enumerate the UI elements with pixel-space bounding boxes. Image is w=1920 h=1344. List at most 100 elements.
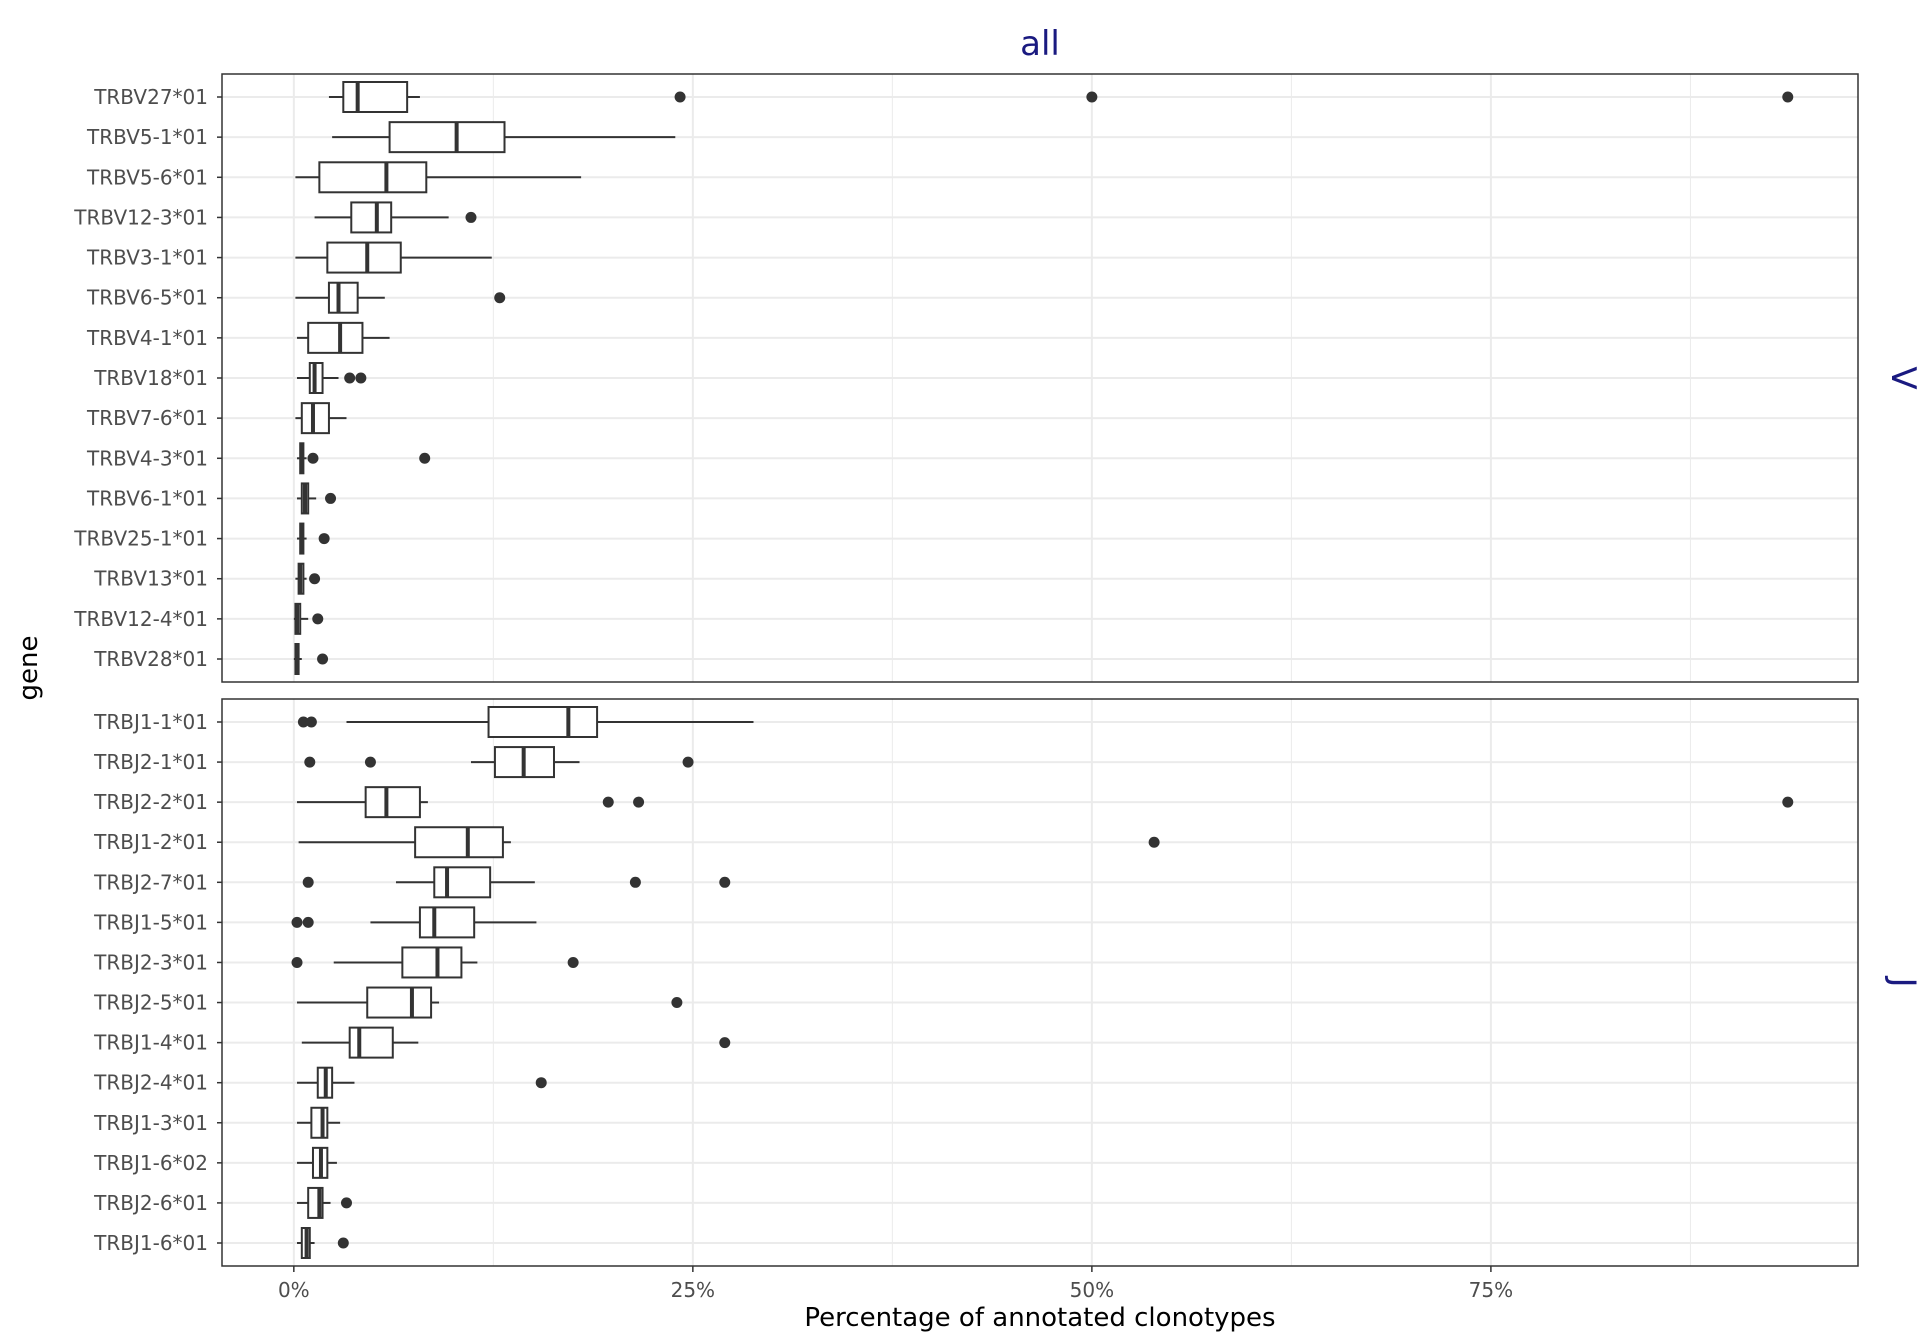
box-TRBV5-1*01	[332, 121, 676, 154]
panel-border	[221, 698, 1859, 1267]
iqr-box	[310, 1106, 329, 1139]
iqr-box	[433, 866, 492, 899]
outlier-point	[629, 876, 641, 888]
y-tick-label: TRBV28*01	[93, 647, 208, 671]
box-TRBV28*01	[293, 643, 329, 675]
outlier-point	[325, 492, 337, 504]
outlier-point	[419, 452, 431, 464]
y-tick-label: TRBJ2-1*01	[93, 750, 208, 774]
y-tick-label: TRBV6-5*01	[86, 286, 208, 310]
iqr-box	[326, 241, 402, 274]
y-tick-label: TRBV27*01	[93, 85, 208, 109]
chart-title: all	[1020, 24, 1060, 64]
outlier-point	[719, 1037, 731, 1049]
y-tick-label: TRBJ2-6*01	[93, 1191, 208, 1215]
box-TRBJ1-1*01	[297, 706, 754, 738]
y-tick-label: TRBV6-1*01	[86, 486, 208, 510]
x-tick-label: 25%	[671, 1278, 715, 1302]
box-TRBV7-6*01	[295, 402, 347, 435]
outlier-point	[602, 796, 614, 808]
panel-border	[221, 73, 1859, 683]
box-TRBJ2-2*01	[297, 786, 1794, 819]
iqr-box	[401, 946, 463, 979]
y-tick-label: TRBV4-3*01	[86, 446, 208, 470]
y-tick-label: TRBV7-6*01	[86, 406, 208, 430]
outlier-point	[633, 796, 645, 808]
iqr-box	[487, 706, 599, 738]
outlier-point	[355, 372, 367, 384]
box-TRBV5-6*01	[295, 161, 582, 194]
y-tick-label: TRBJ2-4*01	[93, 1071, 208, 1095]
outlier-point	[465, 211, 477, 223]
iqr-box	[327, 281, 359, 314]
y-tick-label: TRBJ2-5*01	[93, 991, 208, 1015]
facet-strip-label-V: V	[1883, 366, 1920, 389]
y-tick-label: TRBJ2-7*01	[93, 870, 208, 894]
outlier-point	[337, 1237, 349, 1249]
outlier-point	[291, 956, 303, 968]
iqr-box	[418, 906, 476, 939]
y-axis-title: gene	[14, 636, 44, 701]
box-TRBJ1-6*01	[297, 1227, 349, 1259]
box-TRBJ1-2*01	[298, 826, 1160, 859]
iqr-box	[366, 986, 433, 1019]
y-tick-label: TRBJ1-3*01	[93, 1111, 208, 1135]
outlier-point	[674, 91, 686, 103]
box-TRBV6-5*01	[295, 281, 506, 314]
box-TRBV3-1*01	[295, 241, 492, 274]
outlier-point	[309, 573, 321, 585]
y-tick-label: TRBJ2-2*01	[93, 790, 208, 814]
box-TRBJ2-6*01	[297, 1186, 352, 1219]
y-tick-label: TRBV5-6*01	[86, 165, 208, 189]
box-TRBJ1-6*02	[297, 1146, 337, 1179]
outlier-point	[305, 716, 317, 728]
outlier-point	[1782, 796, 1794, 808]
outlier-point	[340, 1197, 352, 1209]
iqr-box	[300, 402, 330, 435]
outlier-point	[291, 916, 303, 928]
outlier-point	[302, 876, 314, 888]
outlier-point	[344, 372, 356, 384]
box-TRBJ1-5*01	[291, 906, 537, 939]
x-tick-label: 0%	[278, 1278, 310, 1302]
panel-background	[222, 699, 1858, 1266]
outlier-point	[494, 292, 506, 304]
panel-J: TRBJ1-1*01 TRBJ2-1*01 TRBJ2-2*01 TRBJ1-2*01…	[93, 698, 1920, 1267]
box-TRBV12-4*01	[293, 602, 324, 635]
x-tick-label: 50%	[1070, 1278, 1114, 1302]
outlier-point	[671, 997, 683, 1009]
box-TRBJ2-7*01	[302, 866, 731, 899]
iqr-box	[318, 161, 428, 194]
y-tick-label: TRBJ1-1*01	[93, 710, 208, 734]
box-TRBJ2-5*01	[297, 986, 683, 1019]
iqr-box	[307, 321, 364, 354]
x-tick-label: 75%	[1469, 1278, 1513, 1302]
outlier-point	[302, 916, 314, 928]
x-axis-title: Percentage of annotated clonotypes	[804, 1303, 1275, 1333]
box-TRBV13*01	[295, 562, 321, 595]
outlier-point	[297, 716, 309, 728]
box-TRBV12-3*01	[314, 201, 477, 234]
box-TRBV27*01	[328, 81, 1794, 113]
y-tick-label: TRBV18*01	[93, 366, 208, 390]
y-tick-label: TRBV5-1*01	[86, 125, 208, 149]
y-tick-label: TRBV12-4*01	[73, 607, 208, 631]
box-TRBV4-3*01	[297, 442, 431, 475]
y-tick-label: TRBV3-1*01	[86, 246, 208, 270]
outlier-point	[682, 756, 694, 768]
outlier-point	[304, 756, 316, 768]
y-tick-label: TRBJ1-2*01	[93, 830, 208, 854]
y-tick-label: TRBJ1-4*01	[93, 1031, 208, 1055]
outlier-point	[535, 1077, 547, 1089]
iqr-box	[348, 1026, 394, 1059]
outlier-point	[1782, 91, 1794, 103]
y-tick-label: TRBV4-1*01	[86, 326, 208, 350]
y-tick-label: TRBJ1-6*01	[93, 1231, 208, 1255]
box-TRBV18*01	[297, 362, 367, 394]
outlier-point	[1086, 91, 1098, 103]
box-TRBJ1-3*01	[297, 1106, 341, 1139]
iqr-box	[414, 826, 504, 859]
outlier-point	[318, 533, 330, 545]
y-tick-label: TRBJ2-3*01	[93, 950, 208, 974]
iqr-box	[364, 786, 421, 819]
